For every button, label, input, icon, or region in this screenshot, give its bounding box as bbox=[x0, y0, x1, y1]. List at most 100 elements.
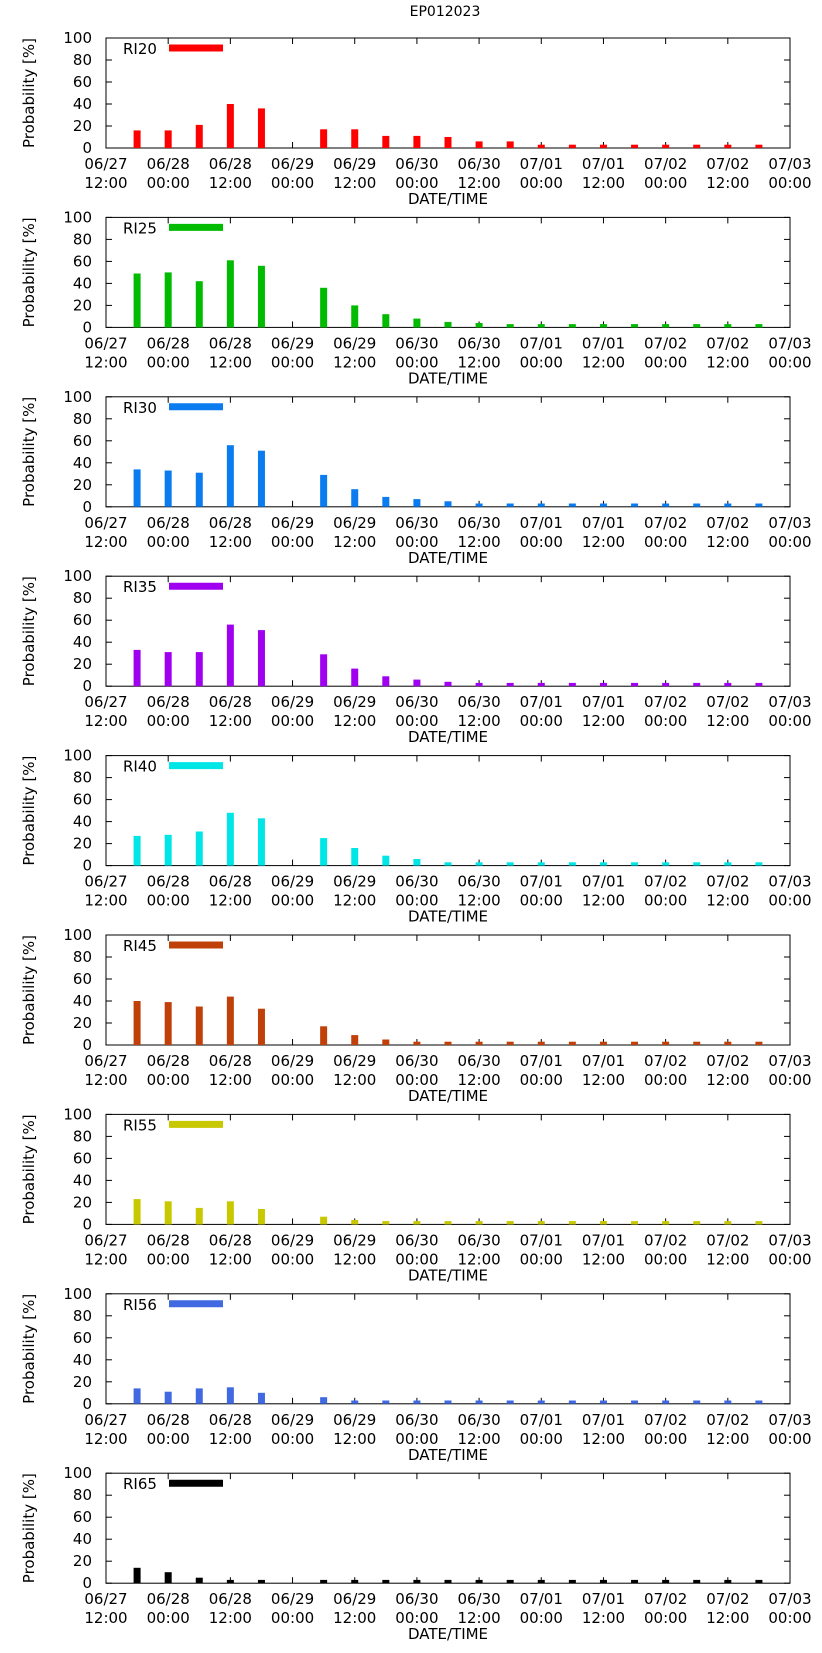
x-tick-label-time: 00:00 bbox=[644, 1609, 687, 1627]
x-tick-label-date: 06/29 bbox=[333, 155, 376, 173]
y-tick-label: 100 bbox=[63, 926, 92, 944]
x-tick-label-time: 12:00 bbox=[84, 892, 127, 910]
bar bbox=[537, 682, 545, 687]
bar bbox=[164, 272, 172, 328]
x-tick-label-time: 12:00 bbox=[706, 174, 749, 192]
y-axis-title: Probability [%] bbox=[20, 217, 38, 327]
y-tick-label: 0 bbox=[82, 1036, 92, 1054]
bar bbox=[568, 324, 576, 328]
bar bbox=[693, 1041, 701, 1045]
y-tick-label: 0 bbox=[82, 1215, 92, 1233]
bar bbox=[724, 503, 732, 507]
bar bbox=[195, 281, 203, 328]
bar bbox=[693, 144, 701, 148]
x-tick-label-time: 00:00 bbox=[271, 1609, 314, 1627]
x-tick-label-date: 06/28 bbox=[209, 1231, 252, 1249]
x-tick-label-date: 07/01 bbox=[520, 514, 563, 532]
x-tick-label-date: 07/03 bbox=[768, 693, 811, 711]
bar bbox=[413, 859, 421, 866]
y-tick-label: 100 bbox=[63, 567, 92, 585]
bar bbox=[133, 273, 141, 328]
x-tick-label-time: 00:00 bbox=[520, 712, 563, 730]
x-tick-label-date: 07/02 bbox=[706, 693, 749, 711]
bar bbox=[133, 1001, 141, 1045]
x-tick-label-time: 12:00 bbox=[582, 712, 625, 730]
x-tick-label-date: 06/30 bbox=[395, 334, 438, 352]
x-tick-label-time: 12:00 bbox=[333, 712, 376, 730]
x-tick-label-time: 12:00 bbox=[457, 892, 500, 910]
bar bbox=[755, 324, 763, 328]
x-tick-label-date: 06/30 bbox=[457, 334, 500, 352]
bar bbox=[351, 489, 359, 507]
bar bbox=[351, 305, 359, 328]
x-tick-label-time: 00:00 bbox=[147, 892, 190, 910]
bar bbox=[320, 474, 328, 507]
bar bbox=[444, 501, 452, 507]
x-tick-label-date: 06/27 bbox=[84, 873, 127, 891]
bar bbox=[382, 314, 390, 328]
x-tick-label-date: 07/02 bbox=[706, 1231, 749, 1249]
bar bbox=[444, 862, 452, 866]
x-tick-label-time: 12:00 bbox=[706, 1609, 749, 1627]
plot-frame bbox=[105, 1293, 791, 1405]
x-tick-label-date: 07/01 bbox=[520, 1052, 563, 1070]
bar bbox=[475, 1579, 483, 1584]
x-tick-label-date: 06/30 bbox=[395, 1411, 438, 1429]
y-tick-label: 20 bbox=[73, 835, 92, 853]
x-tick-label-time: 12:00 bbox=[457, 1071, 500, 1089]
bar bbox=[257, 1209, 265, 1225]
x-tick-label-time: 12:00 bbox=[84, 353, 127, 371]
y-tick-label: 100 bbox=[63, 29, 92, 47]
x-tick-label-date: 06/29 bbox=[333, 873, 376, 891]
x-tick-label-time: 12:00 bbox=[209, 1609, 252, 1627]
y-tick-label: 40 bbox=[73, 95, 92, 113]
x-tick-label-time: 12:00 bbox=[209, 1250, 252, 1268]
bar bbox=[444, 1400, 452, 1404]
bar bbox=[599, 1400, 607, 1404]
x-tick-label-date: 07/02 bbox=[644, 1411, 687, 1429]
x-tick-label-date: 07/02 bbox=[644, 1231, 687, 1249]
bar bbox=[226, 812, 234, 866]
y-tick-label: 40 bbox=[73, 992, 92, 1010]
bar bbox=[413, 1221, 421, 1225]
y-tick-label: 100 bbox=[63, 1285, 92, 1303]
x-tick-label-time: 00:00 bbox=[147, 1430, 190, 1448]
x-tick-label-time: 00:00 bbox=[271, 1250, 314, 1268]
bar bbox=[599, 1579, 607, 1584]
bar bbox=[755, 1221, 763, 1225]
bar bbox=[351, 1579, 359, 1584]
x-tick-label-time: 00:00 bbox=[271, 533, 314, 551]
bar bbox=[599, 682, 607, 687]
x-tick-label-date: 07/01 bbox=[582, 334, 625, 352]
x-tick-label-time: 12:00 bbox=[582, 1250, 625, 1268]
bar bbox=[257, 450, 265, 507]
x-tick-label-date: 07/01 bbox=[520, 1590, 563, 1608]
x-tick-label-date: 07/01 bbox=[582, 1411, 625, 1429]
x-tick-label-time: 00:00 bbox=[768, 1609, 811, 1627]
bar bbox=[475, 1400, 483, 1404]
plot-frame bbox=[105, 575, 791, 687]
bar bbox=[164, 1391, 172, 1404]
x-tick-label-date: 06/30 bbox=[457, 873, 500, 891]
bar bbox=[724, 1041, 732, 1045]
x-tick-label-time: 00:00 bbox=[520, 1250, 563, 1268]
bar bbox=[226, 1201, 234, 1225]
y-tick-label: 80 bbox=[73, 948, 92, 966]
bar bbox=[226, 1579, 234, 1584]
bar bbox=[506, 1400, 514, 1404]
x-tick-label-date: 07/02 bbox=[644, 514, 687, 532]
x-tick-label-time: 12:00 bbox=[457, 1609, 500, 1627]
y-tick-label: 60 bbox=[73, 432, 92, 450]
bar bbox=[382, 135, 390, 148]
y-tick-label: 60 bbox=[73, 611, 92, 629]
x-tick-label-date: 06/28 bbox=[209, 1411, 252, 1429]
bar bbox=[662, 862, 670, 866]
y-axis-title: Probability [%] bbox=[20, 397, 38, 507]
bar bbox=[382, 496, 390, 507]
y-tick-label: 40 bbox=[73, 274, 92, 292]
x-tick-label-date: 06/28 bbox=[209, 334, 252, 352]
x-tick-label-date: 06/30 bbox=[395, 1052, 438, 1070]
x-tick-label-date: 06/27 bbox=[84, 1052, 127, 1070]
x-tick-label-time: 00:00 bbox=[520, 892, 563, 910]
x-tick-label-time: 12:00 bbox=[706, 533, 749, 551]
